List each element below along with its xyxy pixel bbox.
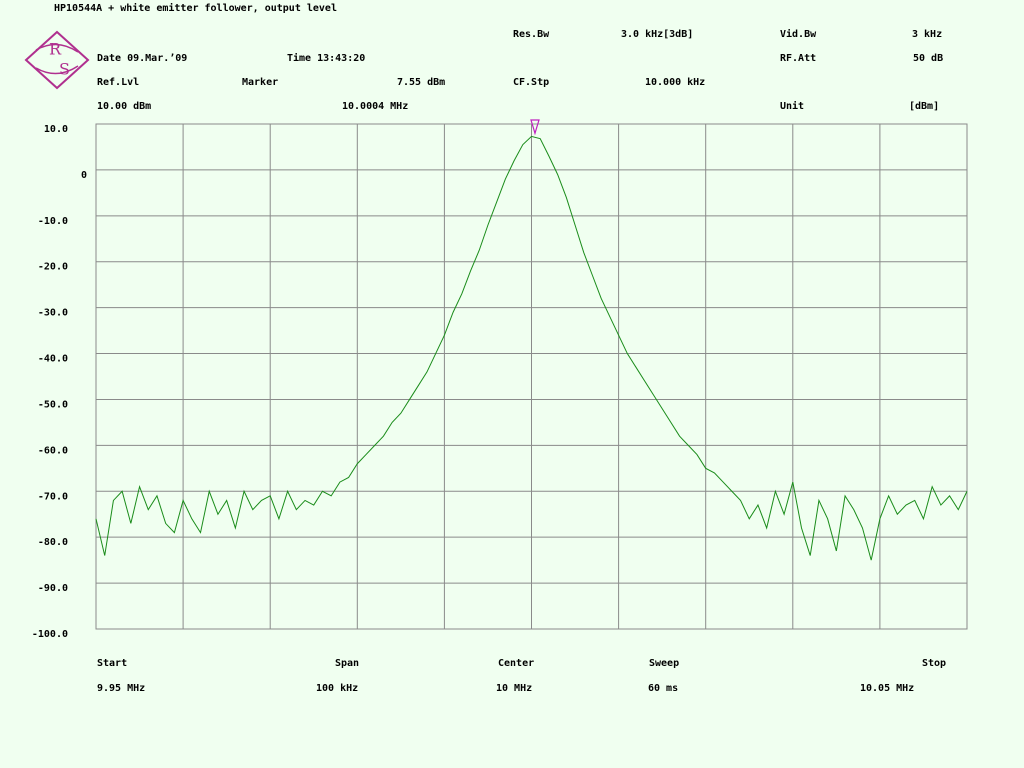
span: 100 kHz (316, 683, 358, 694)
y-tick-label: -50.0 (38, 399, 68, 410)
cf-stp: 10.000 kHz (645, 77, 705, 88)
y-tick-label: -90.0 (38, 583, 68, 594)
marker-level: 7.55 dBm (397, 77, 445, 88)
center: 10 MHz (496, 683, 532, 694)
y-tick-label: -60.0 (38, 445, 68, 456)
vid-bw: 3 kHz (912, 29, 942, 40)
date: Date 09.Mar.’09 (97, 53, 187, 64)
y-tick-label: -10.0 (38, 216, 68, 227)
y-tick-label: -70.0 (38, 491, 68, 502)
marker (530, 119, 540, 136)
logo-waves (35, 43, 79, 75)
cf-stp-label: CF.Stp (513, 77, 549, 88)
ref-lvl: 10.00 dBm (97, 101, 151, 112)
y-tick-label: -40.0 (38, 354, 68, 365)
vid-bw-label: Vid.Bw (780, 28, 817, 40)
trace (95, 135, 968, 561)
y-tick-label: 0 (81, 170, 87, 181)
y-tick-label: 10.0 (44, 124, 68, 135)
sweep: 60 ms (648, 683, 678, 694)
res-bw: 3.0 kHz[3dB] (621, 29, 693, 40)
logo-r: R (49, 40, 62, 59)
sweep-label: Sweep (649, 658, 679, 669)
marker-label: Marker (242, 77, 278, 88)
logo-diamond (24, 30, 90, 90)
start-label: Start (97, 658, 127, 669)
time: Time 13:43:20 (287, 52, 365, 64)
center-label: Center (498, 658, 534, 669)
res-bw-label: Res.Bw (513, 29, 550, 40)
rf-att: 50 dB (913, 53, 943, 64)
stop-label: Stop (922, 658, 946, 669)
y-tick-label: -80.0 (38, 537, 68, 548)
start: 9.95 MHz (97, 683, 145, 694)
unit: [dBm] (909, 101, 939, 112)
title: HP10544A + white emitter follower, outpu… (54, 2, 337, 14)
logo: R S (24, 30, 90, 90)
span-label: Span (335, 658, 359, 669)
y-tick-label: -100.0 (32, 629, 68, 640)
y-tick-label: -20.0 (38, 262, 68, 273)
unit-label: Unit (780, 100, 804, 112)
ref-lvl-label: Ref.Lvl (97, 77, 139, 88)
stop: 10.05 MHz (860, 683, 914, 694)
rf-att-label: RF.Att (780, 53, 816, 64)
y-tick-label: -30.0 (38, 308, 68, 319)
logo-s: S (59, 60, 70, 79)
marker-freq: 10.0004 MHz (342, 101, 408, 112)
